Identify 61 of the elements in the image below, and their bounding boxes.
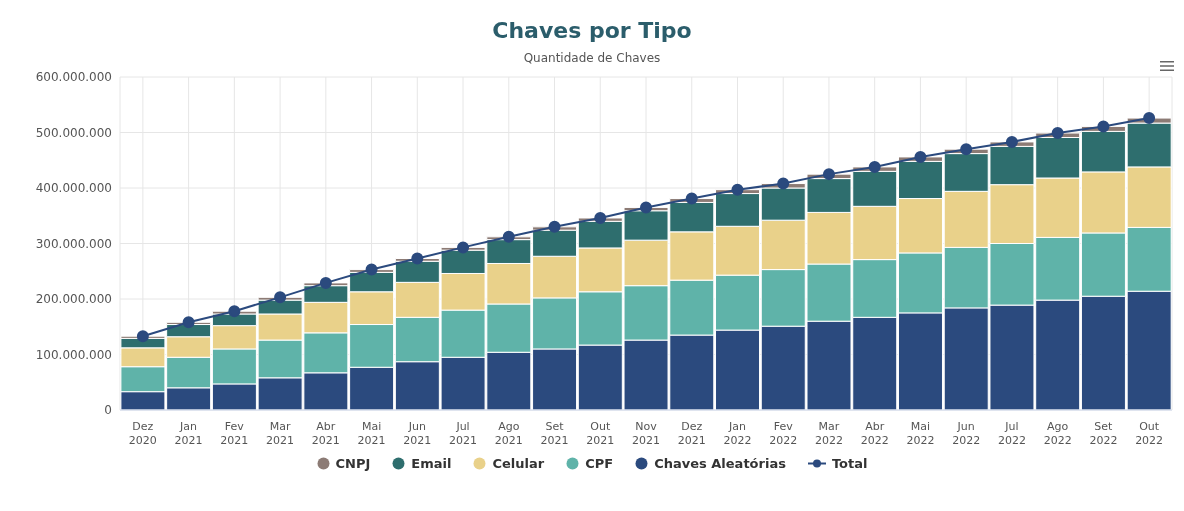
point: [502, 230, 515, 243]
legend-label: Email: [411, 456, 452, 471]
x-tick-label: Out 2022: [1135, 420, 1164, 447]
point: [868, 160, 881, 173]
point: [685, 192, 698, 205]
x-tick-label: Abr 2021: [311, 420, 340, 447]
point: [182, 316, 195, 329]
point: [228, 305, 241, 318]
x-tick-label: Abr 2022: [860, 420, 889, 447]
x-tick-label: Jul 2021: [449, 420, 478, 447]
point: [548, 220, 561, 233]
x-tick-label: Mar 2022: [814, 420, 843, 447]
x-tick-label: Jan 2022: [723, 420, 752, 447]
point: [822, 168, 835, 181]
x-tick-label: Set 2021: [540, 420, 569, 447]
legend-label: Chaves Aleatórias: [654, 456, 786, 471]
point: [274, 291, 287, 304]
x-tick-label: Jun 2021: [403, 420, 432, 447]
y-tick-label: 0: [104, 403, 112, 418]
point: [914, 150, 927, 163]
x-tick-label: Fev 2022: [769, 420, 798, 447]
y-tick-label: 100.000.000: [35, 347, 112, 362]
point: [960, 143, 973, 156]
x-tick-label: Out 2021: [586, 420, 615, 447]
x-tick-label: Jan 2021: [174, 420, 203, 447]
point: [1143, 112, 1156, 125]
point: [365, 263, 378, 276]
x-tick-label: Jun 2022: [952, 420, 981, 447]
x-tick-label: Dez 2021: [677, 420, 706, 447]
y-tick-label: 200.000.000: [35, 292, 112, 307]
y-tick-label: 300.000.000: [35, 236, 112, 251]
legend-label: CNPJ: [335, 456, 371, 471]
y-tick-label: 600.000.000: [35, 70, 112, 85]
x-tick-label: Ago 2021: [494, 420, 523, 447]
point: [594, 211, 607, 224]
point: [136, 330, 149, 343]
point: [640, 201, 652, 214]
point: [731, 183, 744, 196]
y-tick-label: 500.000.000: [35, 125, 112, 140]
point: [457, 241, 470, 254]
x-tick-label: Set 2022: [1089, 420, 1118, 447]
point: [319, 276, 332, 289]
x-tick-label: Mai 2021: [357, 420, 386, 447]
x-tick-label: Ago 2022: [1043, 420, 1072, 447]
point: [1051, 127, 1064, 140]
point: [1005, 135, 1018, 148]
y-tick-label: 400.000.000: [35, 181, 112, 196]
point: [1097, 120, 1110, 133]
chart-subtitle: Quantidade de Chaves: [522, 51, 662, 65]
x-tick-label: Jul 2022: [997, 420, 1026, 447]
legend-label: Celular: [492, 456, 545, 471]
x-tick-label: Fev 2021: [220, 420, 249, 447]
point: [777, 177, 790, 190]
chart-title: Chaves por Tipo: [491, 17, 693, 43]
x-tick-label: Mar 2021: [266, 420, 295, 447]
x-tick-label: Mai 2022: [906, 420, 935, 447]
legend-label: Total: [831, 456, 868, 471]
legend-label: CPF: [585, 456, 614, 471]
x-tick-label: Nov 2021: [632, 420, 660, 447]
point: [411, 252, 424, 265]
x-tick-label: Dez 2020: [128, 420, 157, 447]
